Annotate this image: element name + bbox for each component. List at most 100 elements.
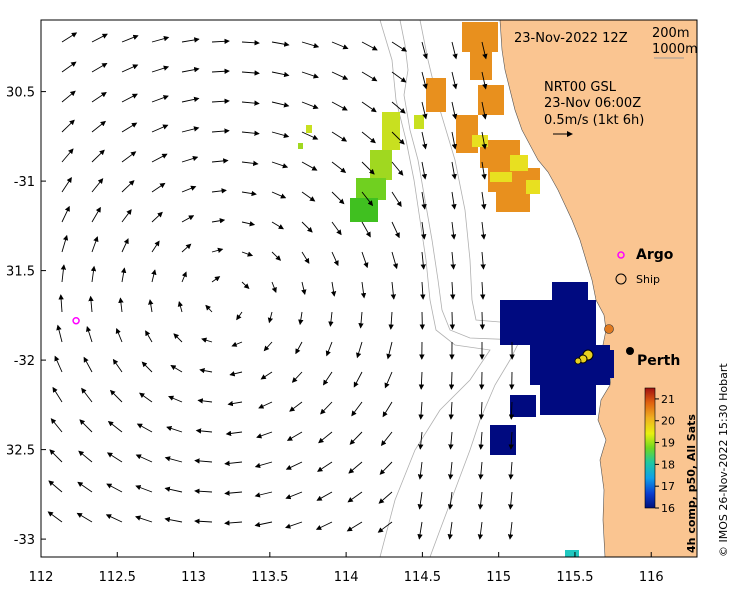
current-vector — [418, 371, 425, 390]
x-tick-label: 112.5 — [99, 570, 136, 585]
current-vector — [285, 491, 303, 500]
current-vector — [56, 324, 63, 343]
current-vector — [447, 491, 454, 510]
current-vector — [508, 431, 514, 450]
colorbar — [644, 387, 656, 509]
current-vector — [135, 485, 153, 493]
current-vector — [301, 191, 316, 202]
current-vector — [480, 221, 487, 240]
current-vector — [211, 98, 230, 104]
current-vector — [361, 251, 369, 269]
current-vector — [317, 461, 333, 472]
current-vector — [83, 356, 93, 373]
current-vector — [260, 371, 273, 380]
colorbar-tick-label: 17 — [661, 480, 675, 493]
current-vector — [331, 191, 345, 205]
current-vector — [361, 161, 375, 175]
current-vector — [211, 218, 226, 224]
current-vector — [91, 178, 104, 193]
current-vector — [318, 431, 333, 444]
current-vector — [211, 128, 230, 134]
current-vector — [477, 491, 484, 510]
current-vector — [61, 32, 78, 43]
current-vector — [121, 64, 139, 73]
current-vector — [271, 131, 290, 138]
current-vector — [241, 221, 256, 227]
current-vector — [448, 431, 454, 450]
current-vector — [379, 461, 393, 475]
current-vector — [349, 431, 363, 445]
current-vector — [418, 401, 424, 420]
current-vector — [224, 460, 243, 467]
current-vector — [450, 251, 456, 270]
current-vector — [388, 311, 394, 330]
current-vector — [267, 311, 274, 324]
current-vector — [315, 521, 333, 530]
current-vector — [421, 191, 427, 210]
current-vector — [211, 38, 230, 45]
bathymetry-contours — [379, 20, 521, 557]
x-tick-label: 115 — [486, 570, 511, 585]
current-vector — [377, 521, 393, 533]
scale-label-200m: 200m — [652, 26, 689, 41]
colorbar-title: 4h comp, p50, All Sats — [685, 414, 698, 553]
current-vector — [271, 221, 284, 230]
current-vector — [164, 486, 183, 493]
current-vector — [61, 234, 69, 253]
current-vector — [49, 449, 63, 463]
current-vector — [115, 327, 123, 343]
current-vector — [181, 126, 200, 133]
current-vector — [479, 311, 486, 330]
current-vector — [361, 101, 377, 113]
current-vector — [151, 240, 160, 253]
current-vector — [121, 238, 129, 253]
argo-float-marker — [72, 316, 80, 325]
y-tick-label: 30.5 — [6, 86, 35, 101]
current-vector — [285, 461, 303, 470]
current-vector — [418, 431, 424, 450]
current-vector — [211, 247, 224, 253]
current-vector — [391, 221, 400, 239]
current-vector — [164, 516, 183, 523]
current-vector — [91, 62, 108, 73]
current-vector — [58, 294, 64, 313]
current-vector — [481, 101, 488, 120]
current-vector — [508, 461, 514, 480]
current-vector — [421, 221, 427, 240]
current-vector — [298, 311, 304, 326]
current-vector — [361, 71, 378, 82]
current-vector — [330, 281, 337, 297]
current-vector — [229, 371, 243, 377]
y-tick-label: -31 — [14, 175, 35, 190]
current-vector — [121, 180, 135, 193]
current-vector — [289, 401, 303, 412]
current-vector — [301, 221, 313, 233]
current-vector — [54, 355, 63, 373]
current-vector — [225, 430, 243, 437]
y-axis: 30.5 -31 31.5 -32 32.5 -33 — [6, 86, 46, 548]
current-vector — [135, 515, 153, 523]
current-vector — [151, 182, 166, 193]
current-vector — [211, 68, 230, 74]
current-vector — [141, 361, 153, 373]
current-vector — [331, 161, 347, 173]
current-vector — [361, 191, 374, 207]
current-vector — [194, 458, 213, 464]
current-vector — [508, 491, 514, 510]
current-vector — [151, 65, 170, 73]
ship-legend-marker — [615, 273, 627, 285]
current-vector — [151, 124, 169, 133]
current-vector — [181, 155, 199, 163]
current-vector — [211, 158, 229, 164]
current-vector — [91, 236, 99, 253]
current-vector — [121, 34, 139, 43]
current-vector — [121, 151, 137, 163]
x-tick-label: 113 — [181, 570, 206, 585]
current-vector — [118, 297, 124, 313]
current-vector — [478, 461, 484, 480]
current-vector — [181, 185, 197, 193]
current-vector — [421, 161, 428, 180]
current-vector — [391, 251, 399, 270]
colorbar-tick-label: 21 — [661, 393, 675, 406]
